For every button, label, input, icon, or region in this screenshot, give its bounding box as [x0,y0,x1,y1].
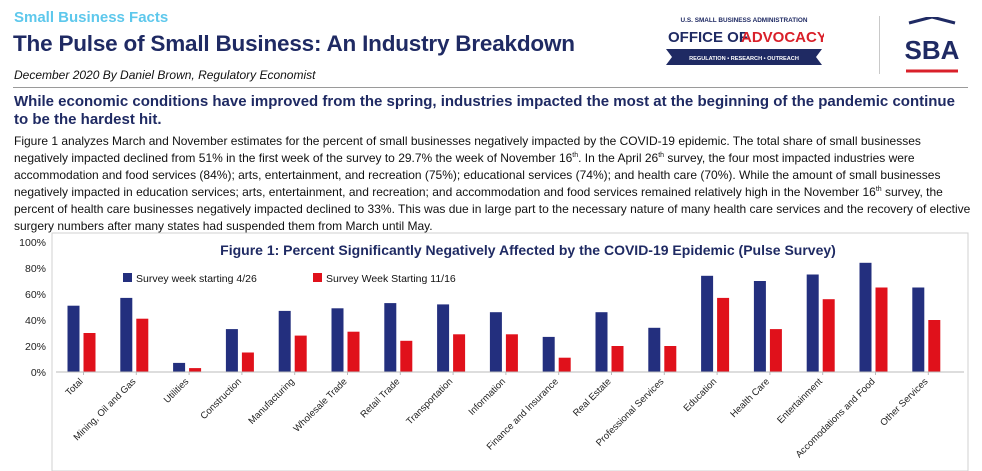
bar [120,297,133,372]
superscript: th [658,152,665,159]
bar [189,368,202,372]
lead-paragraph: While economic conditions have improved … [14,93,955,128]
bar [505,334,518,372]
header-rule [13,87,968,88]
logo-divider [879,16,880,74]
legend-swatch [123,273,132,282]
x-category-label: Construction [199,376,244,421]
bar [136,318,149,372]
bar [595,312,608,372]
y-tick-label: 20% [25,341,46,353]
bar [453,334,466,372]
bar [806,274,819,372]
kicker: Small Business Facts [14,9,169,26]
bar [664,346,677,372]
y-tick-label: 60% [25,289,46,301]
x-category-label: Entertainment [775,376,825,426]
ribbon-shape [666,49,822,65]
x-category-label: Retail Trade [358,376,402,420]
bar [173,362,186,372]
bar [400,340,413,372]
x-category-label: Health Care [728,376,772,420]
bar [67,305,80,372]
body-paragraph: Figure 1 analyzes March and November est… [14,133,972,235]
superscript: th [875,186,882,193]
x-category-label: Wholesale Trade [291,376,349,434]
sba-logo: SBA [905,17,960,73]
bar [331,308,344,372]
bar [558,357,571,372]
x-category-label: Transportation [404,376,455,427]
bar [437,304,450,372]
advocacy-logo-office-text: OFFICE OF [668,29,748,46]
x-category-label: Real Estate [571,376,614,419]
bar [769,329,782,372]
sba-logo-text: SBA [905,35,960,65]
bar [225,329,238,372]
bar [542,336,555,372]
legend-label: Survey Week Starting 11/16 [326,273,456,285]
x-category-label: Total [64,376,86,398]
figure-1-bar-chart: 0% 20% 40% 60% 80% 100% Figure 1: Percent Sign… [19,232,969,471]
y-tick-label: 100% [19,237,46,249]
superscript: th [572,152,579,159]
body-text-part: . In the April 26 [578,151,659,165]
y-tick-label: 0% [31,367,46,379]
body-text-part: survey, the percent of health care busin… [14,185,971,233]
bar [489,312,502,372]
office-of-advocacy-logo: U.S. SMALL BUSINESS ADMINISTRATION OFFIC… [666,17,824,65]
bar [83,333,96,372]
y-tick-label: 80% [25,263,46,275]
bar [753,281,766,372]
x-category-label: Information [467,376,508,417]
body-text-part: survey, the four most impacted industrie… [14,151,941,199]
x-category-label: Other Services [878,376,930,428]
bar [384,303,397,372]
bar [648,327,661,372]
bar [912,287,925,372]
legend-swatch [313,273,322,282]
advocacy-logo-tagline: REGULATION • RESEARCH • OUTREACH [689,56,799,62]
legend-label: Survey week starting 4/26 [136,273,257,285]
bar [717,297,730,372]
sba-roof-icon [908,17,956,25]
x-category-label: Education [682,376,720,414]
plot-area [51,232,969,471]
advocacy-logo-name-text: ADVOCACY [741,29,824,46]
body-text-part: Figure 1 analyzes March and November est… [14,134,921,165]
x-category-label: Utilities [162,376,192,406]
bar [875,287,888,372]
bar [701,275,714,372]
byline: December 2020 By Daniel Brown, Regulator… [14,68,316,82]
bar [278,310,291,372]
y-tick-label: 40% [25,315,46,327]
bar [347,331,360,372]
bar [241,352,254,372]
bar [294,335,307,372]
bar [859,262,872,372]
bar [611,346,624,372]
page-title: The Pulse of Small Business: An Industry… [13,31,575,56]
x-category-label: Manufacturing [246,376,296,426]
advocacy-logo-top-text: U.S. SMALL BUSINESS ADMINISTRATION [681,17,808,24]
chart-title: Figure 1: Percent Significantly Negative… [220,242,836,258]
bar [928,320,941,372]
bar [822,299,835,372]
